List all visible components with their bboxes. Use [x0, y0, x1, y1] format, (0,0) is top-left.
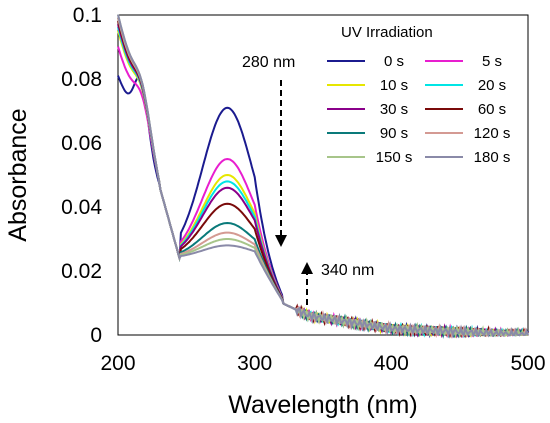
- y-tick-label: 0.08: [61, 68, 102, 91]
- y-tick-label: 0.02: [61, 260, 102, 283]
- annotation-340nm-arrowhead: [301, 262, 313, 274]
- legend-label: 120 s: [474, 125, 511, 142]
- series-line-180s: [117, 14, 529, 339]
- x-tick-labels: 200 300 400 500: [100, 352, 545, 375]
- annotation-280nm-arrowhead: [275, 235, 287, 247]
- x-tick-label: 200: [100, 352, 135, 375]
- annotation-280nm: 280 nm: [242, 54, 295, 247]
- y-axis-title: Absorbance: [4, 108, 32, 241]
- series-line-90s: [117, 17, 529, 339]
- legend-label: 20 s: [478, 77, 506, 94]
- x-tick-label: 500: [510, 352, 545, 375]
- series-line-0s: [117, 75, 529, 339]
- series-line-5s: [117, 46, 529, 339]
- legend-label: 30 s: [380, 101, 408, 118]
- legend-label: 60 s: [478, 101, 506, 118]
- series-line-120s: [117, 17, 528, 339]
- x-axis-title: Wavelength (nm): [228, 391, 417, 419]
- x-tick-label: 300: [237, 352, 272, 375]
- y-tick-label: 0.04: [61, 196, 102, 219]
- legend-label: 180 s: [474, 149, 511, 166]
- y-tick-labels: 0 0.02 0.04 0.06 0.08 0.1: [61, 4, 102, 347]
- series-line-20s: [117, 27, 529, 339]
- series-line-10s: [117, 30, 528, 339]
- legend-label: 10 s: [380, 77, 408, 94]
- series-line-150s: [117, 14, 529, 339]
- legend-title: UV Irradiation: [341, 24, 433, 41]
- annotation-340nm-label: 340 nm: [321, 262, 374, 279]
- legend-label: 150 s: [376, 149, 413, 166]
- series-line-60s: [117, 20, 529, 339]
- annotation-340nm: 340 nm: [301, 262, 374, 305]
- y-tick-label: 0: [90, 324, 102, 347]
- legend: 0 s 5 s 10 s 20 s 30 s 60 s 90 s 120 s 150 s 180 …: [327, 53, 510, 166]
- plot-frame: [117, 14, 529, 336]
- legend-label: 0 s: [384, 53, 404, 70]
- legend-label: 90 s: [380, 125, 408, 142]
- y-tick-label: 0.1: [73, 4, 102, 27]
- y-tick-label: 0.06: [61, 132, 102, 155]
- series-line-30s: [117, 23, 529, 339]
- legend-label: 5 s: [482, 53, 502, 70]
- series-lines: [117, 14, 529, 339]
- annotation-280nm-label: 280 nm: [242, 54, 295, 71]
- x-tick-label: 400: [374, 352, 409, 375]
